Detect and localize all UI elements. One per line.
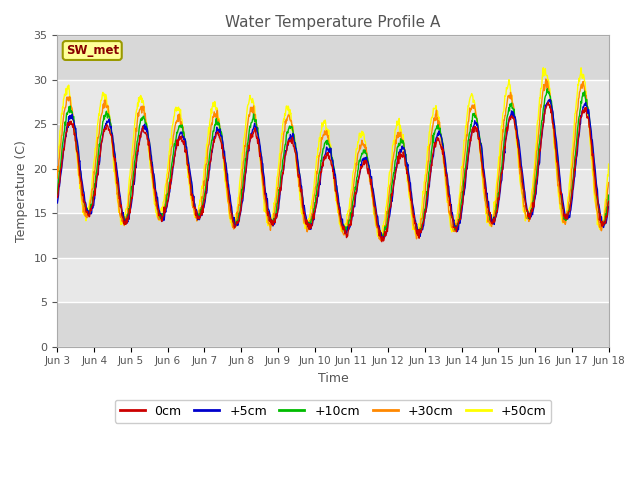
- Bar: [58, 80, 609, 124]
- +50cm: [338, 225, 346, 231]
- +30cm: [54, 175, 61, 181]
- 0cm: [452, 229, 460, 235]
- Bar: [58, 213, 609, 258]
- +10cm: [452, 225, 460, 231]
- +10cm: [605, 192, 612, 198]
- +30cm: [259, 175, 266, 180]
- Text: SW_met: SW_met: [66, 44, 119, 57]
- +5cm: [125, 212, 133, 217]
- Bar: [58, 258, 609, 302]
- +30cm: [570, 146, 578, 152]
- +5cm: [259, 160, 266, 166]
- +10cm: [379, 236, 387, 242]
- +10cm: [54, 191, 61, 197]
- +30cm: [125, 191, 133, 197]
- 0cm: [259, 170, 266, 176]
- Bar: [58, 302, 609, 347]
- Bar: [58, 36, 609, 80]
- +5cm: [570, 180, 578, 186]
- X-axis label: Time: Time: [317, 372, 348, 385]
- Line: 0cm: 0cm: [58, 102, 609, 242]
- 0cm: [605, 199, 612, 204]
- Line: +30cm: +30cm: [58, 79, 609, 241]
- +30cm: [542, 76, 550, 82]
- +50cm: [259, 180, 266, 185]
- 0cm: [570, 175, 578, 181]
- 0cm: [54, 194, 61, 200]
- +5cm: [200, 205, 207, 211]
- Line: +10cm: +10cm: [58, 89, 609, 239]
- +5cm: [338, 217, 346, 223]
- +10cm: [200, 197, 207, 203]
- +50cm: [200, 175, 207, 180]
- +50cm: [452, 216, 460, 222]
- Y-axis label: Temperature (C): Temperature (C): [15, 140, 28, 242]
- +5cm: [380, 235, 388, 241]
- +5cm: [452, 224, 460, 230]
- +50cm: [605, 161, 612, 167]
- +5cm: [545, 96, 553, 102]
- Bar: [58, 124, 609, 169]
- 0cm: [338, 223, 346, 228]
- +5cm: [54, 200, 61, 206]
- Bar: [58, 169, 609, 213]
- Legend: 0cm, +5cm, +10cm, +30cm, +50cm: 0cm, +5cm, +10cm, +30cm, +50cm: [115, 400, 552, 423]
- +10cm: [125, 206, 133, 212]
- +50cm: [54, 159, 61, 165]
- +30cm: [452, 227, 460, 232]
- +50cm: [570, 127, 578, 133]
- +50cm: [413, 235, 420, 240]
- Title: Water Temperature Profile A: Water Temperature Profile A: [225, 15, 441, 30]
- +10cm: [543, 86, 551, 92]
- +30cm: [200, 187, 207, 193]
- 0cm: [545, 99, 552, 105]
- +50cm: [540, 65, 547, 71]
- +50cm: [125, 175, 133, 180]
- 0cm: [200, 204, 207, 209]
- Line: +50cm: +50cm: [58, 68, 609, 238]
- 0cm: [125, 206, 133, 212]
- Line: +5cm: +5cm: [58, 99, 609, 238]
- 0cm: [378, 239, 386, 245]
- +30cm: [338, 225, 346, 231]
- +10cm: [259, 164, 266, 169]
- +10cm: [570, 166, 578, 171]
- +5cm: [605, 204, 612, 209]
- +10cm: [338, 218, 346, 224]
- +30cm: [605, 180, 612, 185]
- +30cm: [377, 238, 385, 244]
